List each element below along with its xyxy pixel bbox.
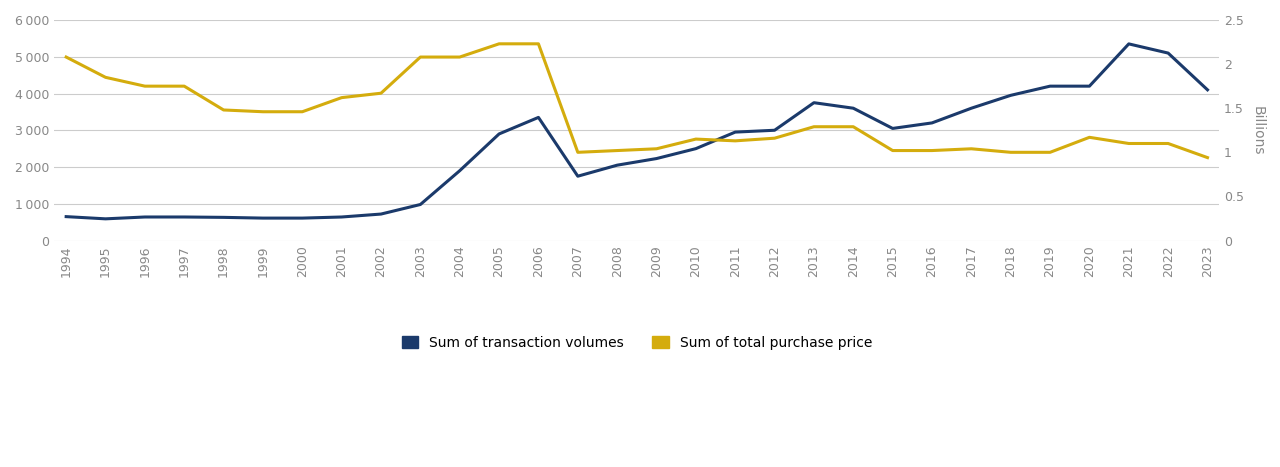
- Legend: Sum of transaction volumes, Sum of total purchase price: Sum of transaction volumes, Sum of total…: [402, 336, 872, 350]
- Y-axis label: Billions: Billions: [1251, 106, 1265, 155]
